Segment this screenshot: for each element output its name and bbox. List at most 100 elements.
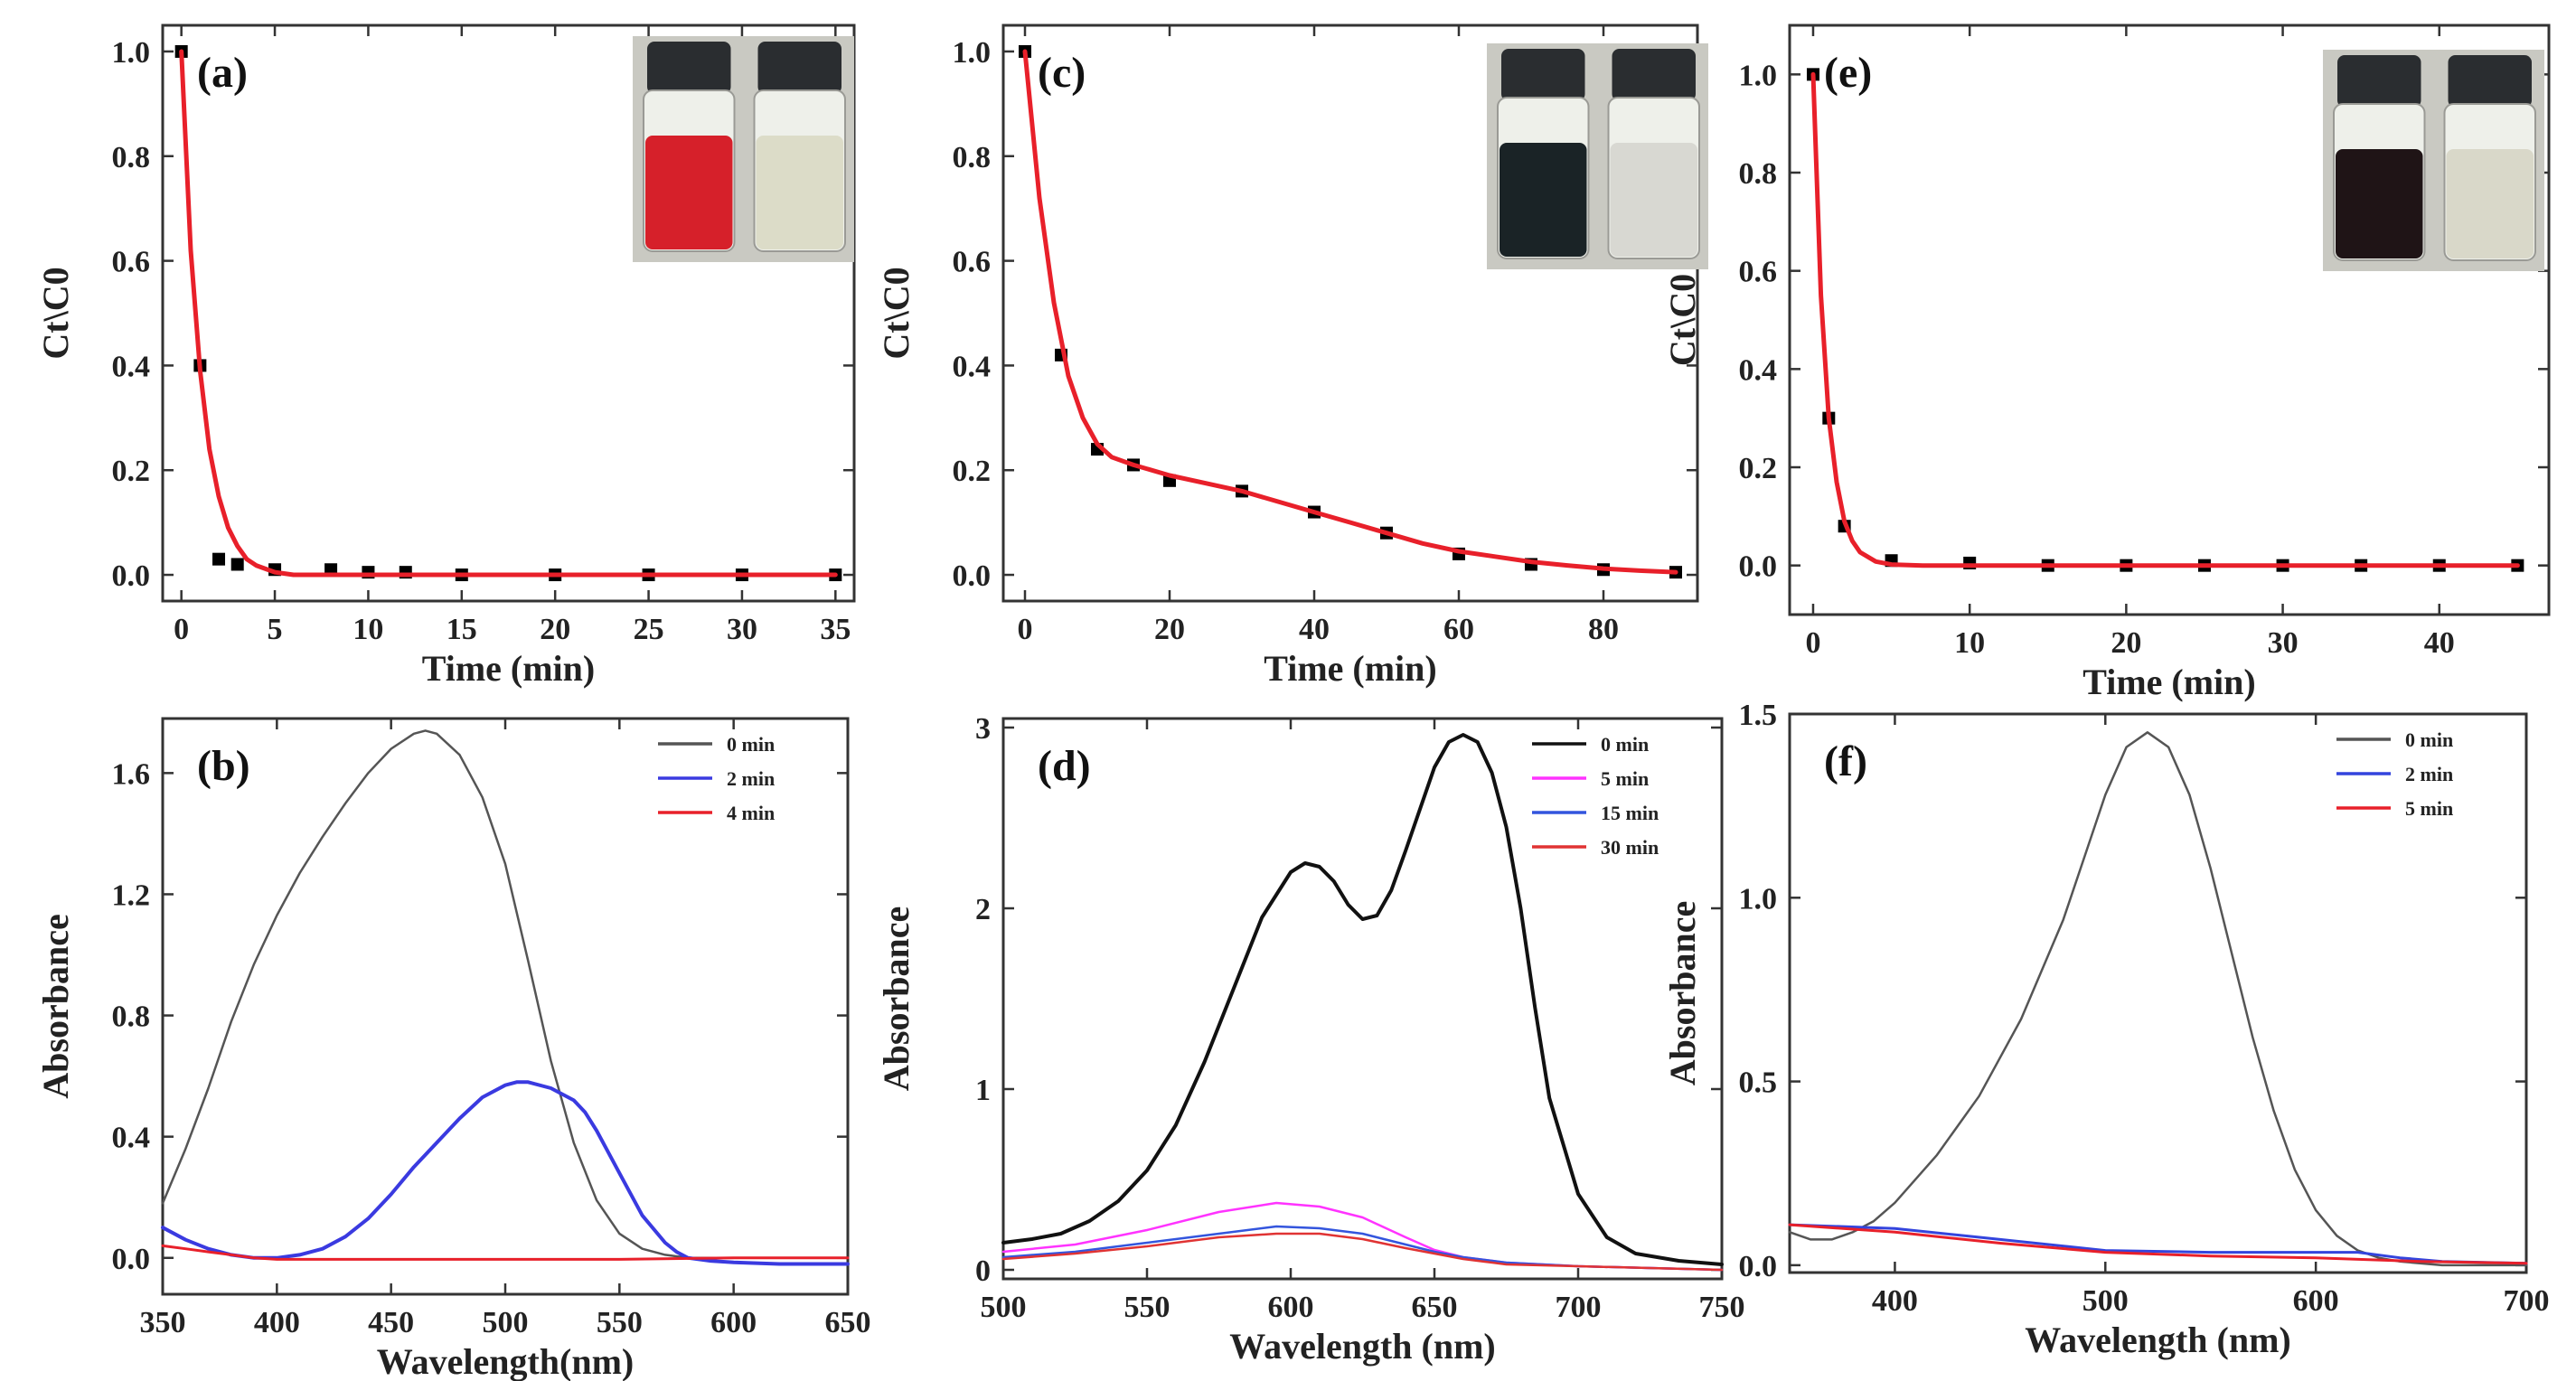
y-tick-label: 0.2 xyxy=(112,455,151,488)
legend: 0 min 2 min 5 min xyxy=(2336,728,2453,820)
panel-e: 0 10 20 30 40 0.0 0.2 0.4 0.6 0.8 1.0 Time (min) Ct\… xyxy=(1662,23,2551,702)
x-tick-label: 0 xyxy=(1018,613,1033,646)
x-tick-label: 400 xyxy=(254,1306,300,1339)
x-tick-label: 350 xyxy=(140,1306,186,1339)
y-tick-label: 0.8 xyxy=(1739,157,1778,191)
y-tick-label: 2 xyxy=(975,893,991,926)
series-0-min xyxy=(161,729,850,1260)
x-tick-label: 550 xyxy=(1124,1291,1170,1324)
x-tick-label: 600 xyxy=(1268,1291,1314,1324)
x-tick-label: 400 xyxy=(1872,1284,1918,1318)
panel-label: (b) xyxy=(197,742,250,790)
series-15-min xyxy=(1001,1225,1724,1272)
panel-label: (f) xyxy=(1824,737,1867,785)
y-axis-title: Ct\C0 xyxy=(1662,274,1703,366)
panel-c: 0 20 40 60 80 0.0 0.2 0.4 0.6 0.8 1.0 Time (min) Ct\… xyxy=(876,23,1708,689)
y-axis-title: Ct\C0 xyxy=(35,267,76,359)
inset-photo xyxy=(633,36,854,262)
y-tick-label: 0.0 xyxy=(112,1243,151,1276)
legend-label: 0 min xyxy=(2405,728,2453,751)
legend: 0 min 5 min 15 min 30 min xyxy=(1532,733,1659,859)
x-tick-label: 25 xyxy=(634,613,664,646)
y-tick-label: 1.0 xyxy=(112,36,151,70)
y-tick-label: 1.0 xyxy=(1739,882,1778,916)
series-2-min xyxy=(161,1080,850,1266)
x-tick-label: 700 xyxy=(1556,1291,1602,1324)
y-tick-label: 0.2 xyxy=(953,455,992,488)
y-tick-label: 1.0 xyxy=(1739,59,1778,92)
vial-cap xyxy=(1501,49,1585,101)
y-tick-label: 0.0 xyxy=(953,559,992,593)
legend-label: 0 min xyxy=(727,733,775,756)
series-5-min xyxy=(1001,1201,1724,1272)
vial-liquid xyxy=(645,136,733,249)
x-tick-label: 40 xyxy=(1299,613,1330,646)
y-axis-title: Absorbance xyxy=(35,914,76,1098)
series-0-min xyxy=(1788,731,2528,1267)
fit-curve xyxy=(1810,71,2520,568)
panel-label: (d) xyxy=(1038,742,1091,790)
plot-frame xyxy=(161,23,856,603)
y-axis-title: Ct\C0 xyxy=(876,267,917,359)
y-tick-label: 0.8 xyxy=(112,141,151,174)
vial-cap xyxy=(2448,55,2532,108)
legend-label: 4 min xyxy=(727,802,775,824)
y-tick-label: 1.0 xyxy=(953,36,992,70)
y-tick-label: 0 xyxy=(975,1254,991,1288)
x-tick-label: 35 xyxy=(820,613,851,646)
x-tick-label: 30 xyxy=(727,613,757,646)
y-tick-label: 0.4 xyxy=(953,350,992,383)
y-tick-label: 0.4 xyxy=(112,350,151,383)
x-tick-label: 650 xyxy=(1412,1291,1458,1324)
fit-curve xyxy=(1022,49,1678,575)
legend-label: 0 min xyxy=(1601,733,1649,756)
legend-label: 15 min xyxy=(1601,802,1659,824)
x-tick-label: 5 xyxy=(268,613,283,646)
y-tick-label: 0.5 xyxy=(1739,1066,1778,1100)
x-axis-title: Time (min) xyxy=(422,648,595,689)
y-tick-label: 1.5 xyxy=(1739,699,1778,732)
x-tick-label: 600 xyxy=(710,1306,757,1339)
series-30-min xyxy=(1001,1232,1724,1272)
y-tick-label: 0.4 xyxy=(112,1122,151,1155)
x-axis-title: Wavelength(nm) xyxy=(377,1341,634,1381)
legend-label: 30 min xyxy=(1601,836,1659,859)
x-tick-label: 60 xyxy=(1443,613,1474,646)
vial-liquid xyxy=(756,136,843,249)
series-0-min xyxy=(1001,733,1724,1266)
vial-cap xyxy=(647,42,731,94)
x-tick-label: 15 xyxy=(447,613,477,646)
vial-cap xyxy=(757,42,841,94)
x-tick-label: 0 xyxy=(174,613,189,646)
panel-b: 350 400 450 500 550 600 650 0.0 0.4 0.8 1.2 1.6 Wave… xyxy=(35,717,871,1381)
plot-frame xyxy=(1001,717,1724,1281)
x-tick-label: 650 xyxy=(825,1306,871,1339)
x-tick-label: 550 xyxy=(597,1306,643,1339)
x-tick-label: 20 xyxy=(2111,626,2141,660)
panel-a: 0 5 10 15 20 25 30 35 0.0 0.2 0.4 0.6 0.8 1.0 Time (mi… xyxy=(35,23,856,689)
panel-label: (a) xyxy=(197,49,248,97)
y-tick-label: 0.6 xyxy=(112,246,151,279)
series-5-min xyxy=(1788,1223,2528,1265)
vial-liquid xyxy=(1610,143,1697,257)
x-axis-title: Wavelength (nm) xyxy=(2025,1320,2290,1360)
vial-cap xyxy=(2337,55,2421,108)
x-tick-label: 750 xyxy=(1699,1291,1745,1324)
plot-frame xyxy=(1788,712,2528,1274)
y-tick-label: 0.2 xyxy=(1739,452,1778,485)
series-2-min xyxy=(1788,1223,2528,1265)
data-point xyxy=(212,552,226,566)
y-tick-label: 0.0 xyxy=(112,559,151,593)
y-tick-label: 1 xyxy=(975,1074,991,1107)
y-tick-label: 3 xyxy=(975,712,991,746)
y-tick-label: 1.2 xyxy=(112,878,151,912)
y-tick-label: 0.0 xyxy=(1739,1250,1778,1283)
x-axis-title: Time (min) xyxy=(1264,648,1436,689)
series-4-min xyxy=(161,1244,850,1261)
inset-photo xyxy=(1487,43,1708,269)
x-tick-label: 30 xyxy=(2268,626,2299,660)
plot-frame xyxy=(1788,23,2551,616)
x-tick-label: 500 xyxy=(483,1306,529,1339)
vial-cap xyxy=(1612,49,1696,101)
